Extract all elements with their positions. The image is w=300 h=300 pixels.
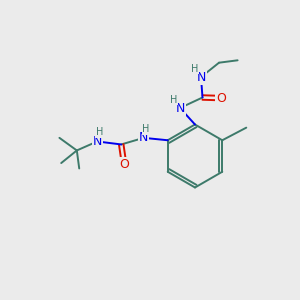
Text: N: N xyxy=(139,131,148,144)
Text: H: H xyxy=(170,94,177,105)
Text: H: H xyxy=(142,124,150,134)
Text: N: N xyxy=(92,135,102,148)
Text: H: H xyxy=(191,64,198,74)
Text: N: N xyxy=(175,101,185,115)
Text: O: O xyxy=(119,158,129,171)
Text: N: N xyxy=(196,70,206,84)
Text: H: H xyxy=(96,128,103,137)
Text: O: O xyxy=(216,92,226,105)
